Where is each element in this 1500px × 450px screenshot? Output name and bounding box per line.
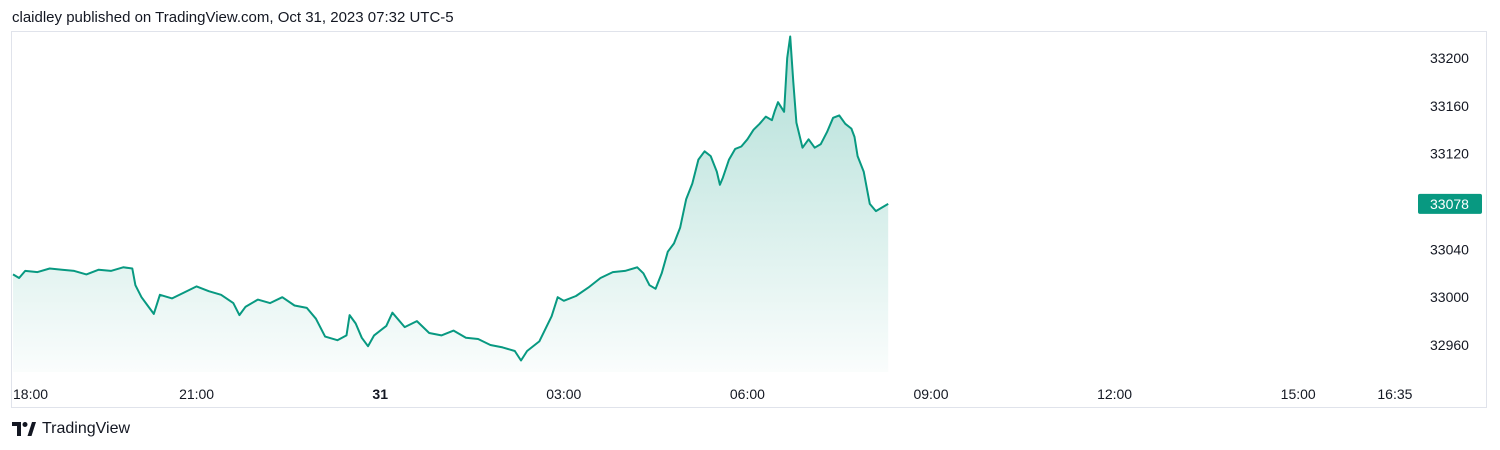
y-tick-label: 33200 (1430, 50, 1469, 66)
x-tick-label: 21:00 (179, 386, 214, 402)
x-tick-label: 16:35 (1377, 386, 1412, 402)
x-tick-label: 31 (372, 386, 388, 402)
y-tick-label: 32960 (1430, 337, 1469, 353)
y-tick-label: 33040 (1430, 241, 1469, 257)
y-tick-label: 33000 (1430, 289, 1469, 305)
chart-svg: 32960 33000 33040 33120 33160 33200 33078 18:0… (12, 35, 1482, 402)
x-tick-label: 03:00 (546, 386, 581, 402)
published-caption: claidley published on TradingView.com, O… (12, 9, 454, 26)
series-line[interactable] (12, 35, 889, 362)
last-price-badge (1418, 193, 1482, 214)
series-area-fill (13, 36, 889, 372)
x-tick-label: 12:00 (1097, 386, 1132, 402)
last-price-label: 33078 (1430, 196, 1469, 212)
y-tick-label: 33160 (1430, 98, 1469, 114)
tradingview-brand-text[interactable]: TradingView (42, 420, 131, 437)
x-tick-label: 06:00 (730, 386, 765, 402)
tradingview-logo-icon[interactable] (12, 422, 36, 436)
x-tick-label: 15:00 (1281, 386, 1316, 402)
x-tick-label: 18:00 (13, 386, 48, 402)
x-tick-label: 09:00 (913, 386, 948, 402)
y-tick-label: 33120 (1430, 146, 1469, 162)
chart-area[interactable]: 32960 33000 33040 33120 33160 33200 33078 18:0… (11, 31, 1487, 408)
footer: TradingView (12, 420, 130, 438)
